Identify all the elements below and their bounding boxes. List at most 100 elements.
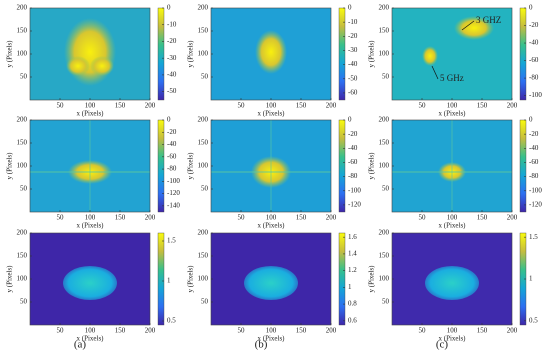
colorbar	[519, 119, 527, 213]
x-tick-label: 100	[266, 214, 277, 222]
heatmap-blob	[454, 16, 494, 40]
x-tick-label: 200	[326, 214, 337, 222]
colorbar-tick-label: -30	[348, 46, 358, 54]
colorbar-tick-label: 1	[167, 277, 171, 285]
colorbar-tick-label: 0	[529, 4, 533, 12]
y-tick-label: 200	[17, 229, 28, 237]
colorbar-tick-label: 0.8	[348, 300, 357, 308]
colorbar-tick-label: 0	[529, 116, 533, 124]
x-tick-label: 150	[477, 214, 488, 222]
y-axis-label: y (Pixels)	[187, 152, 195, 180]
colorbar-tick-label: -80	[529, 172, 539, 180]
panel-label: (b)	[255, 339, 268, 351]
annotation: 5 GHz	[440, 73, 464, 83]
y-tick-label: 100	[198, 275, 209, 283]
annotation-arrow	[431, 65, 439, 80]
y-tick-label: 100	[379, 275, 390, 283]
y-tick-label: 150	[17, 139, 28, 147]
colorbar	[519, 7, 527, 101]
colorbar-tick-label: -120	[167, 189, 180, 197]
heatmap-blob	[255, 30, 287, 74]
colorbar-tick-label: 1.4	[348, 250, 357, 258]
colorbar-tick-label: -20	[167, 37, 177, 45]
colorbar-tick-label: -40	[167, 71, 177, 79]
colorbar-tick-label: -40	[348, 60, 358, 68]
panel-label: (a)	[74, 339, 87, 351]
annotation: 3 GHZ	[476, 15, 501, 25]
x-tick-label: 50	[57, 102, 65, 110]
x-tick-label: 150	[115, 327, 126, 335]
x-tick-label: 50	[57, 327, 65, 335]
x-tick-label: 100	[447, 214, 458, 222]
colorbar-tick-label: 1.5	[167, 237, 176, 245]
y-tick-label: 50	[201, 185, 209, 193]
x-tick-label: 100	[85, 214, 96, 222]
x-tick-label: 200	[326, 102, 337, 110]
colorbar-tick-label: 0	[348, 4, 352, 12]
y-tick-label: 50	[20, 73, 28, 81]
colorbar-tick-label: -60	[529, 158, 539, 166]
y-tick-label: 50	[382, 298, 390, 306]
colorbar-tick-label: 0.6	[348, 316, 357, 324]
colorbar-tick-label: -20	[529, 130, 539, 138]
colorbar	[338, 7, 346, 101]
x-tick-label: 100	[85, 102, 96, 110]
y-tick-label: 100	[379, 50, 390, 58]
y-tick-label: 100	[17, 275, 28, 283]
colorbar	[157, 232, 165, 326]
colorbar-tick-label: -10	[348, 18, 358, 26]
y-tick-label: 200	[198, 229, 209, 237]
heatmap-blob	[66, 56, 90, 76]
y-tick-label: 100	[17, 50, 28, 58]
heatmap-blob	[90, 56, 114, 76]
colorbar-tick-label: -60	[529, 56, 539, 64]
colorbar-tick-label: -120	[348, 201, 361, 209]
y-tick-label: 200	[198, 116, 209, 124]
colorbar-tick-label: -10	[167, 20, 177, 28]
colorbar-tick-label: -60	[348, 89, 358, 97]
x-tick-label: 200	[145, 327, 156, 335]
y-tick-label: 150	[379, 139, 390, 147]
heatmap-blob	[425, 266, 479, 300]
x-axis-label: x (Pixels)	[76, 110, 104, 118]
x-axis-label: x (Pixels)	[257, 110, 285, 118]
colorbar-tick-label: -40	[529, 144, 539, 152]
colorbar	[338, 232, 346, 326]
colorbar-tick-label: -20	[529, 21, 539, 29]
x-tick-label: 50	[238, 102, 246, 110]
y-tick-label: 50	[382, 73, 390, 81]
colorbar-tick-label: -40	[348, 144, 358, 152]
y-tick-label: 200	[17, 116, 28, 124]
colorbar-tick-label: -120	[529, 201, 542, 209]
x-tick-label: 200	[507, 214, 518, 222]
heatmap-blob	[64, 18, 116, 86]
colorbar-tick-label: -80	[348, 172, 358, 180]
x-tick-label: 150	[115, 102, 126, 110]
colorbar-tick-label: -100	[167, 177, 180, 185]
colorbar-tick-label: -80	[167, 165, 177, 173]
y-tick-label: 100	[17, 162, 28, 170]
x-tick-label: 50	[238, 327, 246, 335]
y-tick-label: 150	[198, 27, 209, 35]
colorbar-tick-label: -20	[167, 128, 177, 136]
y-tick-label: 50	[201, 298, 209, 306]
colorbar-tick-label: 0.5	[529, 316, 538, 324]
colorbar-tick-label: -50	[348, 74, 358, 82]
x-tick-label: 150	[477, 102, 488, 110]
panel: 50 100 150 200 50 100 150 200 x (Pixels) y (Pixel…	[187, 4, 358, 118]
x-tick-label: 50	[238, 214, 246, 222]
colorbar-tick-label: 0	[167, 4, 171, 12]
x-tick-label: 200	[507, 102, 518, 110]
y-tick-label: 50	[382, 185, 390, 193]
colorbar-tick-label: -80	[529, 74, 539, 82]
colorbar-tick-label: 1.2	[348, 266, 357, 274]
heatmap-blob	[244, 266, 298, 300]
colorbar	[157, 119, 165, 213]
x-tick-label: 150	[115, 214, 126, 222]
colorbar-tick-label: -20	[348, 130, 358, 138]
x-axis-label: x (Pixels)	[438, 335, 466, 343]
y-tick-label: 100	[198, 162, 209, 170]
y-tick-label: 150	[17, 252, 28, 260]
